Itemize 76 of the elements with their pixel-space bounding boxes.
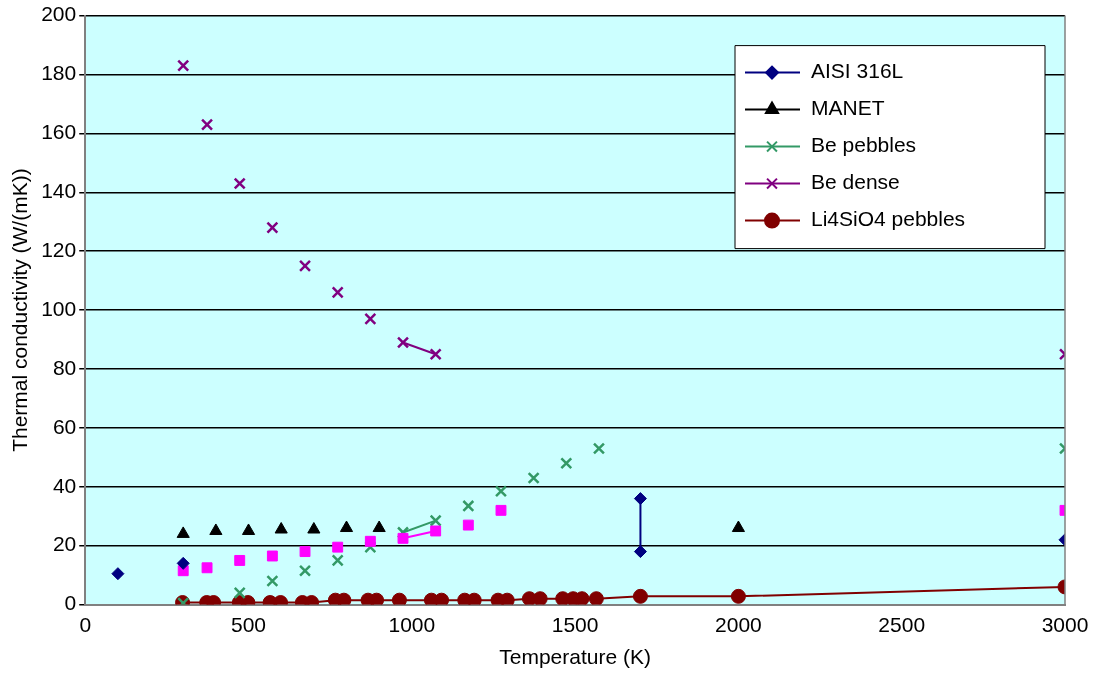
- x-tick-label: 1000: [388, 613, 436, 636]
- point: [201, 562, 213, 574]
- point: [588, 591, 604, 605]
- point: [434, 592, 450, 605]
- point: [364, 312, 377, 326]
- x-tick-label: 1500: [551, 613, 599, 636]
- y-axis-title: Thermal conductivity (W/(mK)): [8, 168, 32, 452]
- x-tick-label: 0: [79, 613, 92, 636]
- y-tick-label: 160: [41, 120, 77, 144]
- point: [339, 520, 354, 533]
- point: [177, 59, 190, 72]
- point: [336, 592, 352, 605]
- point: [499, 592, 515, 605]
- point: [266, 574, 279, 588]
- point: [241, 523, 256, 535]
- point: [494, 485, 508, 498]
- legend-label: Li4SiO4 pebbles: [811, 207, 966, 231]
- y-tick-label: 20: [52, 532, 77, 556]
- point: [560, 457, 573, 470]
- y-tick-label: 120: [41, 238, 77, 261]
- y-tick-label: 0: [64, 591, 77, 615]
- y-tick-label: 140: [41, 179, 77, 203]
- point: [527, 471, 540, 485]
- point: [462, 519, 474, 531]
- point: [299, 546, 311, 558]
- point: [532, 591, 548, 605]
- point: [430, 525, 442, 537]
- point: [369, 592, 385, 605]
- y-tick-label: 80: [52, 355, 77, 379]
- point: [233, 586, 246, 600]
- x-tick-label: 2000: [715, 613, 762, 636]
- point: [298, 259, 312, 273]
- legend-label: Be dense: [811, 170, 900, 194]
- y-tick-label: 180: [41, 61, 77, 85]
- point: [462, 499, 475, 513]
- point: [364, 535, 376, 547]
- x-tick-label: 500: [231, 613, 267, 636]
- y-tick-label: 60: [52, 414, 77, 438]
- point: [266, 550, 278, 562]
- point: [307, 522, 321, 534]
- x-tick-label: 2500: [878, 613, 926, 636]
- legend-label: Be pebbles: [811, 133, 917, 157]
- point: [209, 523, 223, 535]
- point: [111, 567, 125, 581]
- point: [397, 532, 409, 544]
- point: [274, 522, 288, 534]
- point: [200, 118, 214, 131]
- point: [331, 286, 344, 299]
- legend-label: AISI 316L: [811, 59, 904, 83]
- point: [466, 592, 482, 605]
- point: [372, 520, 386, 533]
- point: [332, 541, 344, 553]
- point: [730, 588, 746, 604]
- y-tick-label: 100: [41, 296, 77, 320]
- point: [176, 556, 190, 570]
- point: [633, 545, 647, 559]
- point: [731, 520, 745, 533]
- legend-label: MANET: [811, 96, 885, 120]
- point: [298, 564, 312, 577]
- x-axis-title: Temperature (K): [499, 645, 651, 669]
- point: [429, 514, 442, 527]
- point: [632, 588, 648, 604]
- point: [233, 177, 246, 190]
- point: [391, 592, 407, 605]
- y-tick-label: 200: [41, 2, 77, 26]
- point: [234, 554, 246, 566]
- y-tick-label: 40: [52, 473, 77, 497]
- point: [331, 554, 344, 567]
- point: [429, 348, 442, 361]
- point: [266, 221, 279, 234]
- point: [176, 526, 190, 538]
- point: [396, 336, 410, 349]
- x-tick-label: 3000: [1041, 613, 1089, 636]
- point: [633, 492, 647, 506]
- point: [495, 504, 507, 516]
- point: [592, 442, 606, 455]
